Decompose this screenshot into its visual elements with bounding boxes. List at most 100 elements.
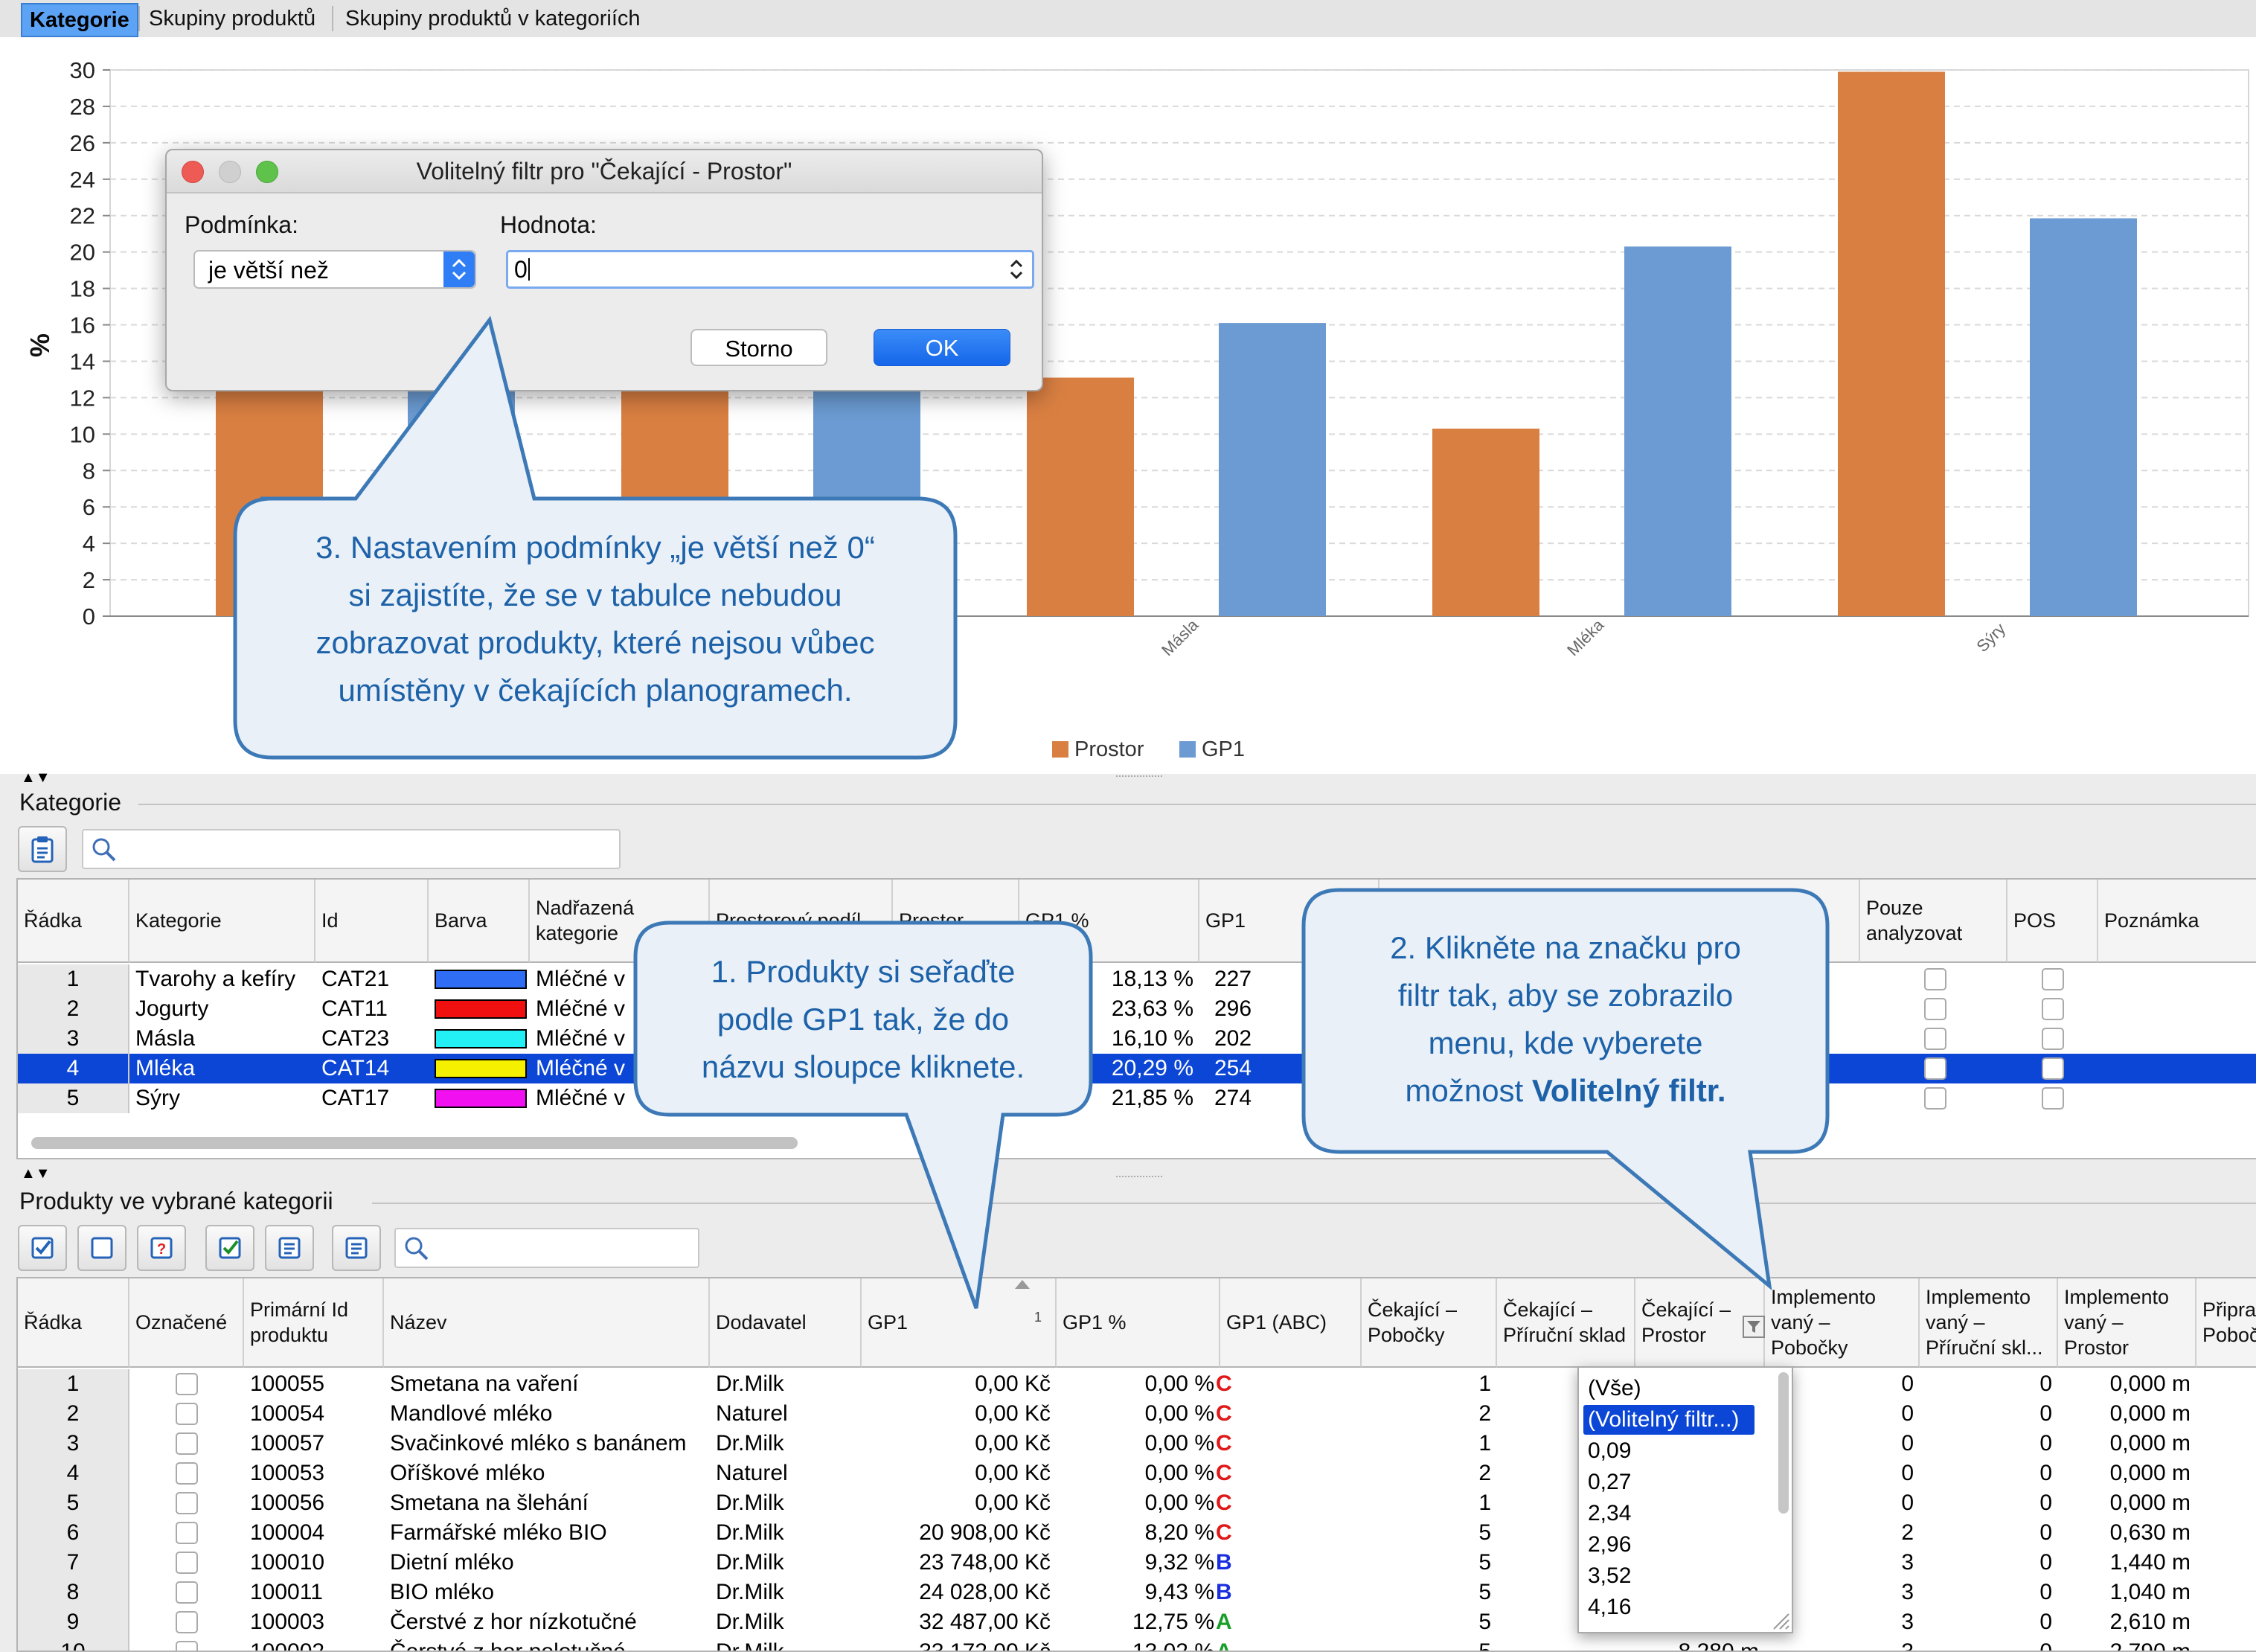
help-button[interactable]: ?: [137, 1225, 186, 1271]
marked-checkbox[interactable]: [176, 1462, 198, 1485]
product-search-input[interactable]: [394, 1228, 699, 1268]
table-row[interactable]: 2 Jogurty CAT11 Mléčné v 23,63 % 296: [18, 994, 2256, 1024]
table-row[interactable]: 10 100002 Čerstvé z hor polotučné Dr.Milk 33…: [18, 1637, 2256, 1652]
marked-checkbox[interactable]: [176, 1581, 198, 1604]
parent-category: Mléčné v: [536, 1086, 626, 1110]
column-header[interactable]: Barva: [429, 880, 530, 963]
table-row[interactable]: 4 100053 Oříškové mléko Naturel 0,00 Kč 0,00 …: [18, 1459, 2256, 1488]
marked-checkbox[interactable]: [176, 1522, 198, 1544]
marked-checkbox[interactable]: [176, 1641, 198, 1651]
resize-grip-icon[interactable]: [1771, 1611, 1790, 1630]
filter-menu-item[interactable]: (Volitelný filtr...): [1583, 1405, 1755, 1435]
tab-separator: [332, 6, 333, 31]
column-header[interactable]: GP1: [862, 1278, 1057, 1368]
column-header[interactable]: GP1 %: [1057, 1278, 1220, 1368]
analyze-only-checkbox[interactable]: [1924, 1028, 1946, 1050]
waiting-branches: 5: [1478, 1639, 1491, 1652]
minimize-window-icon[interactable]: [219, 161, 241, 183]
marked-checkbox[interactable]: [176, 1492, 198, 1514]
marked-checkbox[interactable]: [176, 1403, 198, 1425]
value-spinner-input[interactable]: 0: [506, 250, 1034, 289]
table-row[interactable]: 3 Másla CAT23 Mléčné v 16,10 % 202: [18, 1024, 2256, 1054]
tab-kategorie[interactable]: Kategorie: [21, 3, 138, 37]
gp1-value: 24 028,00 Kč: [919, 1580, 1051, 1604]
close-window-icon[interactable]: [182, 161, 204, 183]
table-row[interactable]: 5 Sýry CAT17 Mléčné v 21,85 % 274: [18, 1083, 2256, 1113]
column-header[interactable]: Pouze analyzovat: [1860, 880, 2007, 963]
tab-skupiny-v-kategoriich[interactable]: Skupiny produktů v kategoriích: [345, 7, 641, 31]
pos-checkbox[interactable]: [2042, 998, 2064, 1020]
column-header[interactable]: Řádka: [18, 880, 129, 963]
filter-menu-item[interactable]: 3,52: [1588, 1563, 1632, 1588]
table-row[interactable]: 5 100056 Smetana na šlehání Dr.Milk 0,00 Kč 0…: [18, 1488, 2256, 1518]
split-grip[interactable]: [1116, 775, 1162, 780]
check-all-button[interactable]: [18, 1225, 67, 1271]
column-header[interactable]: GP1 (ABC): [1220, 1278, 1362, 1368]
marked-checkbox[interactable]: [176, 1611, 198, 1633]
pos-checkbox[interactable]: [2042, 968, 2064, 990]
column-header[interactable]: Id: [315, 880, 429, 963]
column-header[interactable]: POS: [2007, 880, 2098, 963]
table-row[interactable]: 1 100055 Smetana na vaření Dr.Milk 0,00 Kč 0,…: [18, 1369, 2256, 1399]
spinner-arrows-icon[interactable]: [1005, 254, 1028, 285]
table-row[interactable]: 3 100057 Svačinkové mléko s banánem Dr.Milk…: [18, 1429, 2256, 1459]
column-header[interactable]: Primární Id produktu: [244, 1278, 384, 1368]
condition-select[interactable]: je větší než: [193, 250, 476, 289]
table-row[interactable]: 1 Tvarohy a kefíry CAT21 Mléčné v 18,13 % 227: [18, 964, 2256, 994]
column-header[interactable]: Implemento vaný – Prostor: [2058, 1278, 2196, 1368]
column-header[interactable]: Kategorie: [129, 880, 315, 963]
filter-menu-item[interactable]: 0,09: [1588, 1438, 1632, 1463]
pos-checkbox[interactable]: [2042, 1087, 2064, 1110]
horizontal-scrollbar[interactable]: [31, 1137, 798, 1149]
table-row[interactable]: 8 100011 BIO mléko Dr.Milk 24 028,00 Kč 9,43 …: [18, 1578, 2256, 1607]
ok-button[interactable]: OK: [874, 329, 1010, 366]
menu-scrollbar[interactable]: [1778, 1372, 1789, 1514]
implemented-space: 2,610 m: [2109, 1610, 2191, 1634]
select-arrows-icon[interactable]: [443, 252, 475, 287]
column-header[interactable]: Implemento vaný – Příruční skl...: [1920, 1278, 2058, 1368]
split-pane-arrows-icon[interactable]: ▲▼: [21, 1165, 51, 1182]
maximize-window-icon[interactable]: [256, 161, 278, 183]
filter-menu-item[interactable]: 4,16: [1588, 1595, 1632, 1619]
export-button[interactable]: [18, 826, 67, 872]
table-row[interactable]: 2 100054 Mandlové mléko Naturel 0,00 Kč 0,00 …: [18, 1399, 2256, 1429]
column-header[interactable]: Označené: [129, 1278, 244, 1368]
column-header[interactable]: Čekající – Příruční sklad: [1497, 1278, 1635, 1368]
uncheck-all-button[interactable]: [77, 1225, 126, 1271]
table-row[interactable]: 6 100004 Farmářské mléko BIO Dr.Milk 20 908,…: [18, 1518, 2256, 1548]
analyze-only-checkbox[interactable]: [1924, 1087, 1946, 1110]
column-header[interactable]: Implemento vaný – Pobočky: [1765, 1278, 1920, 1368]
copy-button[interactable]: [265, 1225, 314, 1271]
column-filter-icon[interactable]: [1743, 1316, 1765, 1338]
column-header[interactable]: Poznámka: [2098, 880, 2256, 963]
export-marked-button[interactable]: [205, 1225, 254, 1271]
split-pane-arrows-icon[interactable]: ▲▼: [21, 769, 51, 786]
marked-checkbox[interactable]: [176, 1373, 198, 1395]
filter-menu-item[interactable]: 2,96: [1588, 1532, 1632, 1557]
pos-checkbox[interactable]: [2042, 1028, 2064, 1050]
column-header[interactable]: Dodavatel: [710, 1278, 862, 1368]
export-button[interactable]: [332, 1225, 381, 1271]
column-header[interactable]: Připra Poboč: [2196, 1278, 2256, 1368]
tab-skupiny-produktu[interactable]: Skupiny produktů: [149, 7, 316, 31]
filter-menu-item[interactable]: (Vše): [1588, 1376, 1641, 1400]
analyze-only-checkbox[interactable]: [1924, 998, 1946, 1020]
filter-menu-item[interactable]: 2,34: [1588, 1501, 1632, 1525]
marked-checkbox[interactable]: [176, 1552, 198, 1574]
row-number: 1: [18, 1369, 129, 1399]
table-row[interactable]: 7 100010 Dietní mléko Dr.Milk 23 748,00 Kč 9,…: [18, 1548, 2256, 1578]
column-header[interactable]: Název: [384, 1278, 710, 1368]
pos-checkbox[interactable]: [2042, 1057, 2064, 1080]
analyze-only-checkbox[interactable]: [1924, 968, 1946, 990]
filter-menu-item[interactable]: 0,27: [1588, 1470, 1632, 1494]
callout-line: menu, kde vyberete: [1428, 1025, 1703, 1060]
cancel-button[interactable]: Storno: [690, 329, 827, 366]
column-header[interactable]: Čekající – Pobočky: [1362, 1278, 1497, 1368]
implemented-space: 0,000 m: [2109, 1401, 2191, 1426]
marked-checkbox[interactable]: [176, 1432, 198, 1455]
split-grip[interactable]: [1116, 1176, 1162, 1180]
column-header[interactable]: Řádka: [18, 1278, 129, 1368]
analyze-only-checkbox[interactable]: [1924, 1057, 1946, 1080]
category-search-input[interactable]: [82, 829, 621, 869]
y-tick-label: 14: [70, 348, 95, 374]
